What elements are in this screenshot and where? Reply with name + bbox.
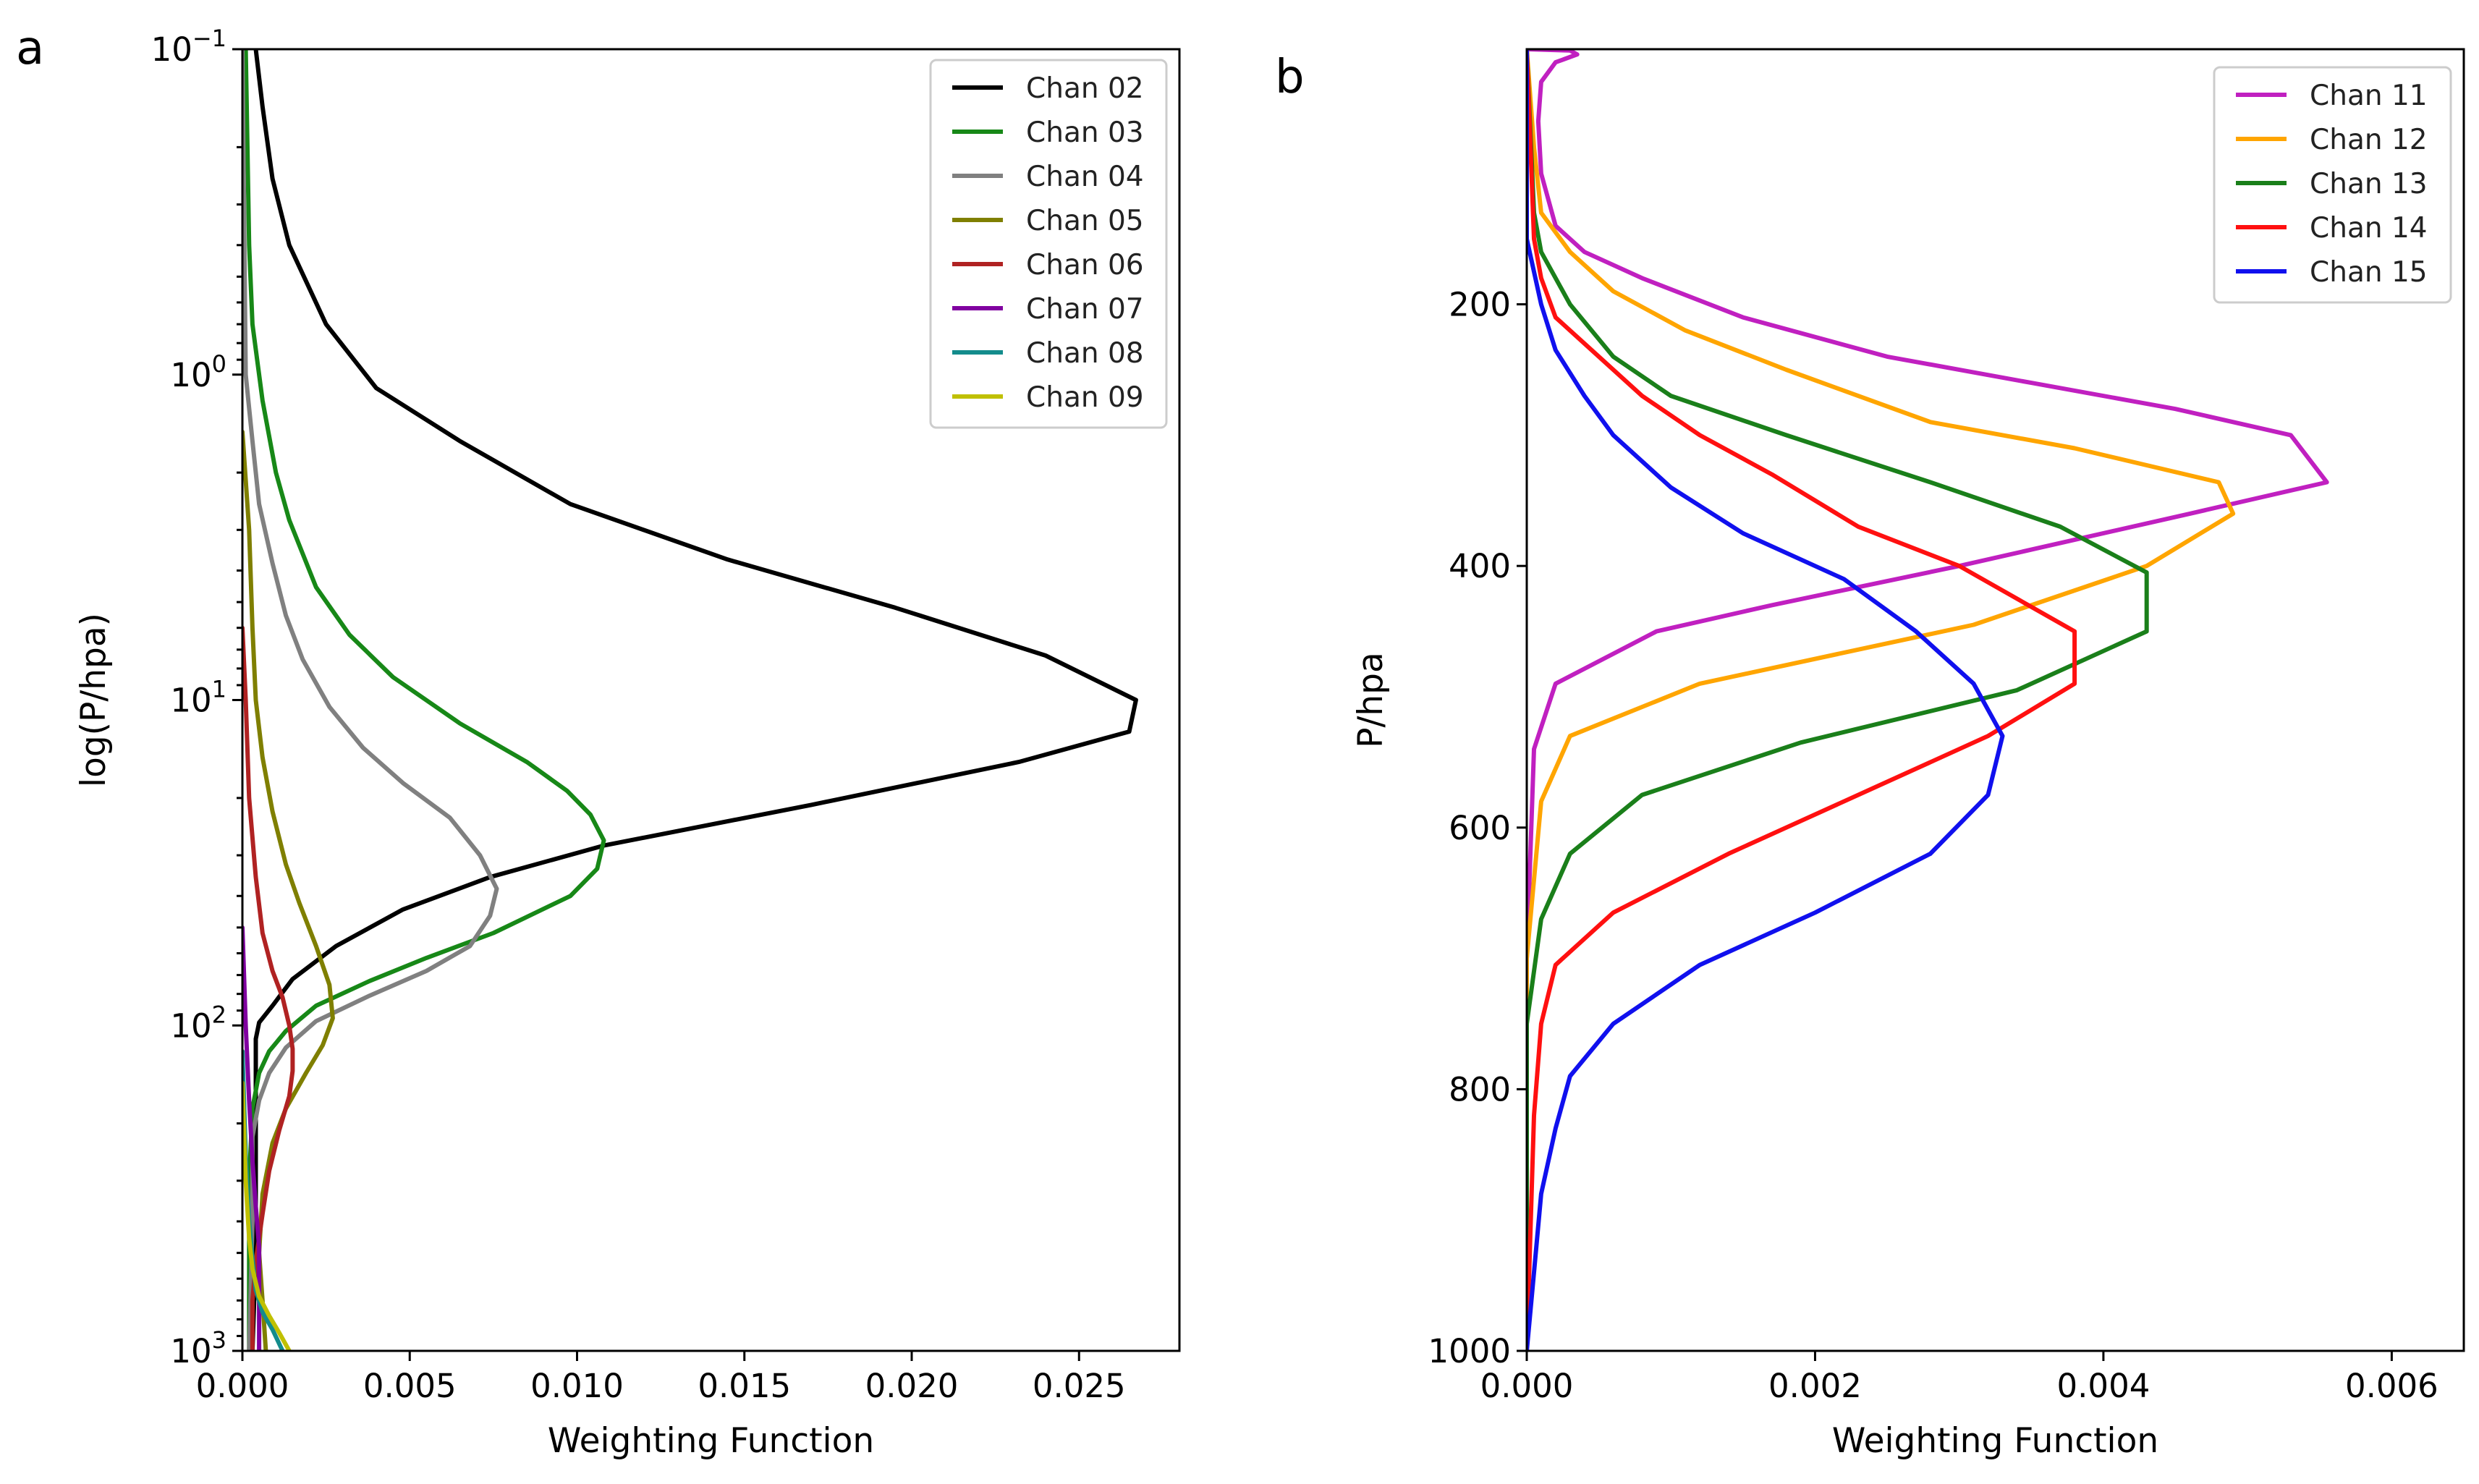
legend-label-chan-02: Chan 02 <box>1026 72 1144 105</box>
x-tick-label: 0.005 <box>363 1367 457 1405</box>
x-axis-label: Weighting Function <box>1832 1421 2158 1461</box>
legend-label-chan-13: Chan 13 <box>2310 168 2428 200</box>
x-axis-label: Weighting Function <box>548 1421 874 1461</box>
legend-label-chan-08: Chan 08 <box>1026 337 1144 370</box>
series-line-chan-11 <box>1527 49 2329 1351</box>
x-tick-label: 0.020 <box>865 1367 959 1405</box>
y-tick-label: 1000 <box>1428 1332 1511 1370</box>
x-tick-label: 0.002 <box>1768 1367 1862 1405</box>
y-tick-base: 10 <box>170 1006 211 1045</box>
y-tick-label: 800 <box>1449 1070 1511 1108</box>
y-tick-exponent: 2 <box>212 1001 226 1028</box>
y-tick-label: 103 <box>170 1326 226 1370</box>
legend-label-chan-12: Chan 12 <box>2310 124 2428 156</box>
x-tick-label: 0.006 <box>2345 1367 2438 1405</box>
y-tick-label: 600 <box>1449 809 1511 847</box>
y-tick-base: 10 <box>170 682 211 720</box>
legend: Chan 11 Chan 12 Chan 13 Chan 14 Chan 15 <box>2213 66 2452 304</box>
series-line-chan-03 <box>243 49 606 1351</box>
y-tick-base: 10 <box>170 356 211 394</box>
legend-label-chan-03: Chan 03 <box>1026 116 1144 149</box>
y-tick-label: 200 <box>1449 286 1511 324</box>
series-line-chan-13 <box>1527 49 2149 1351</box>
y-tick-exponent: 0 <box>212 350 226 378</box>
legend-box <box>2213 66 2452 304</box>
series-line-chan-04 <box>242 49 499 1351</box>
y-tick-base: 10 <box>151 30 192 69</box>
legend-label-chan-14: Chan 14 <box>2310 212 2428 245</box>
x-tick-label: 0.010 <box>530 1367 624 1405</box>
series-line-chan-07 <box>242 925 262 1351</box>
x-tick-label: 0.015 <box>698 1367 791 1405</box>
legend-label-chan-11: Chan 11 <box>2310 80 2428 112</box>
legend-label-chan-07: Chan 07 <box>1026 293 1144 326</box>
legend-label-chan-05: Chan 05 <box>1026 205 1144 237</box>
panel-letter: a <box>16 22 44 75</box>
y-tick-label: 102 <box>170 1001 226 1045</box>
legend-label-chan-15: Chan 15 <box>2310 256 2428 289</box>
y-axis-label: log(P/hpa) <box>74 613 114 787</box>
legend-label-chan-09: Chan 09 <box>1026 381 1144 414</box>
legend: Chan 02 Chan 03 Chan 04 Chan 05 Chan 06 Chan … <box>929 59 1168 429</box>
x-tick-label: 0.000 <box>1480 1367 1574 1405</box>
chart-panel-b: b 0.000 0.002 0.004 0.006 200 400 600 800 1000 Wei… <box>1275 48 2465 1461</box>
series-line-chan-15 <box>1527 49 2005 1351</box>
legend-box <box>929 59 1168 429</box>
series-line-chan-05 <box>242 429 335 1351</box>
series-line-chan-14 <box>1527 49 2077 1351</box>
y-axis-label: P/hpa <box>1351 652 1391 748</box>
legend-label-chan-06: Chan 06 <box>1026 249 1144 281</box>
series-line-chan-12 <box>1527 49 2236 1351</box>
y-tick-exponent: 3 <box>212 1326 226 1354</box>
y-tick-exponent: 1 <box>212 676 226 703</box>
y-tick-label: 100 <box>170 350 226 394</box>
x-tick-label: 0.000 <box>196 1367 289 1405</box>
series-line-chan-09 <box>242 1080 292 1351</box>
plot-frame <box>1525 48 2465 1352</box>
series-line-chan-02 <box>250 49 1138 1351</box>
chart-panel-a: a0.000 0.005 0.010 0.015 0.020 0.02510−110010… <box>16 22 1181 1461</box>
legend-label-chan-04: Chan 04 <box>1026 161 1144 193</box>
x-tick-label: 0.025 <box>1033 1367 1126 1405</box>
y-tick-label: 400 <box>1449 547 1511 585</box>
series-line-chan-06 <box>242 625 295 1351</box>
series-group <box>242 49 1138 1351</box>
y-tick-exponent: −1 <box>192 25 226 52</box>
series-group <box>1527 49 2329 1351</box>
y-tick-label: 10−1 <box>151 25 226 69</box>
y-tick-base: 10 <box>170 1332 211 1370</box>
x-tick-label: 0.004 <box>2057 1367 2150 1405</box>
panel-letter: b <box>1275 51 1305 104</box>
y-tick-label: 101 <box>170 676 226 720</box>
